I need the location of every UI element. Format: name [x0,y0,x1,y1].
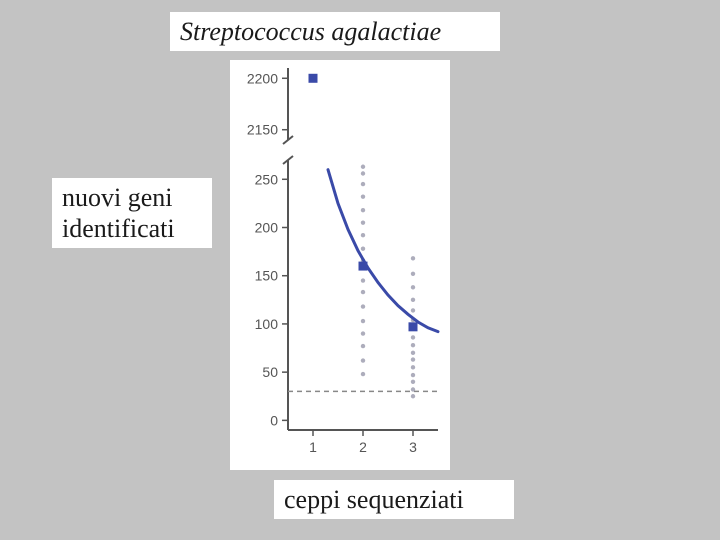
chart-title: Streptococcus agalactiae [170,12,500,51]
y-axis-label-line1: nuovi geni [62,183,173,212]
svg-text:150: 150 [255,268,279,284]
svg-text:200: 200 [255,220,279,236]
svg-text:250: 250 [255,171,279,187]
y-axis-label-line2: identificati [62,214,175,243]
chart-svg: 2150 2200 0 50 100 150 200 250 1 2 3 [230,60,450,470]
svg-text:100: 100 [255,316,279,332]
chart-container: 2150 2200 0 50 100 150 200 250 1 2 3 [230,60,450,470]
svg-text:3: 3 [409,439,417,455]
y-axis-label: nuovi geni identificati [52,178,212,248]
x-axis-label: ceppi sequenziati [274,480,514,519]
svg-text:50: 50 [262,364,278,380]
svg-text:2: 2 [359,439,367,455]
svg-text:2150: 2150 [247,122,278,138]
svg-text:0: 0 [270,412,278,428]
svg-text:2200: 2200 [247,70,278,86]
svg-text:1: 1 [309,439,317,455]
